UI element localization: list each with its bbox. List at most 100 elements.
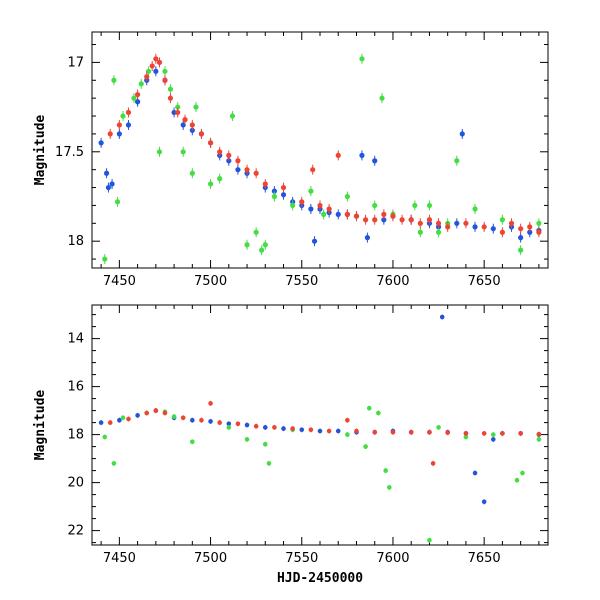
data-point — [536, 229, 542, 235]
data-point — [527, 224, 533, 230]
data-point — [536, 437, 542, 442]
x-tick-label: 7500 — [194, 274, 227, 289]
data-point — [125, 109, 132, 116]
data-point — [162, 77, 168, 83]
data-point — [271, 193, 277, 200]
data-point — [259, 247, 265, 253]
data-point — [426, 217, 433, 223]
data-point — [226, 152, 232, 158]
data-point — [107, 420, 113, 425]
data-point — [98, 140, 104, 146]
data-point — [317, 428, 323, 434]
data-point — [167, 95, 174, 101]
data-point — [208, 419, 213, 424]
data-point — [500, 431, 505, 436]
x-axis-label: HJD-2450000 — [277, 571, 363, 586]
data-point — [326, 428, 332, 434]
data-point — [253, 170, 259, 176]
data-point — [436, 425, 441, 430]
data-point — [120, 415, 126, 421]
data-point — [235, 421, 241, 427]
y-tick-label: 14 — [67, 332, 84, 347]
data-points — [98, 53, 542, 265]
data-point — [299, 427, 305, 433]
data-point — [235, 158, 241, 164]
data-point — [383, 468, 388, 473]
data-point — [372, 158, 378, 164]
data-point — [427, 537, 432, 543]
x-tick-label: 7600 — [376, 274, 409, 289]
data-point — [359, 56, 365, 62]
data-point — [481, 431, 487, 436]
y-tick-label: 22 — [67, 524, 84, 539]
data-point — [114, 199, 121, 205]
bottom-panel: 7450 7500 7550 7600 7650 14 16 18 20 22 Magnitude H… — [33, 304, 549, 586]
data-point — [459, 131, 465, 137]
x-tick-label: 7600 — [376, 551, 409, 566]
data-point — [363, 444, 368, 449]
data-point — [226, 158, 232, 164]
data-point — [381, 211, 387, 217]
data-point — [102, 434, 108, 440]
data-point — [527, 229, 533, 235]
data-point — [372, 217, 378, 223]
data-point — [308, 427, 314, 433]
data-point — [280, 192, 287, 198]
data-point — [454, 158, 460, 164]
data-point — [359, 152, 365, 158]
data-point — [135, 91, 141, 98]
x-tick-label: 7450 — [103, 274, 136, 289]
data-point — [536, 431, 542, 437]
data-point — [107, 131, 113, 137]
data-points — [98, 314, 542, 543]
data-point — [226, 421, 232, 427]
data-point — [125, 122, 132, 128]
data-point — [463, 431, 469, 436]
top-panel: 7450 7500 7550 7600 7650 17 17.5 18 Magnitude — [33, 31, 549, 289]
data-point — [514, 477, 520, 483]
data-point — [111, 77, 117, 83]
data-point — [126, 416, 131, 422]
data-point — [412, 202, 418, 209]
data-point — [335, 428, 341, 434]
data-point — [463, 220, 469, 226]
data-point — [262, 181, 268, 187]
data-point — [481, 224, 487, 230]
data-point — [518, 247, 524, 253]
data-point — [508, 220, 515, 226]
data-point — [399, 217, 405, 223]
y-tick-label: 17 — [67, 55, 84, 70]
data-point — [417, 229, 423, 235]
data-point — [317, 202, 323, 209]
data-point — [490, 226, 496, 232]
data-point — [311, 238, 318, 244]
data-point — [390, 213, 396, 219]
data-point — [229, 113, 236, 119]
data-point — [290, 202, 296, 209]
data-point — [117, 417, 122, 423]
data-point — [272, 425, 277, 430]
y-axis-label: Magnitude — [33, 115, 48, 186]
data-point — [180, 122, 186, 128]
data-point — [445, 430, 450, 435]
data-point — [180, 415, 186, 421]
data-point — [189, 127, 195, 133]
data-point — [266, 461, 272, 466]
data-point — [390, 429, 396, 435]
data-point — [499, 229, 505, 235]
data-point — [345, 417, 350, 423]
data-point — [217, 149, 223, 155]
data-point — [138, 81, 144, 87]
data-point — [366, 405, 372, 411]
data-point — [381, 217, 387, 223]
data-point — [131, 95, 137, 101]
data-point — [244, 242, 250, 248]
data-point — [518, 226, 524, 232]
data-point — [207, 140, 214, 146]
data-point — [353, 213, 360, 219]
data-point — [135, 413, 140, 418]
data-point — [190, 417, 195, 423]
data-point — [116, 131, 122, 137]
data-point — [144, 74, 150, 80]
data-point — [463, 434, 469, 440]
